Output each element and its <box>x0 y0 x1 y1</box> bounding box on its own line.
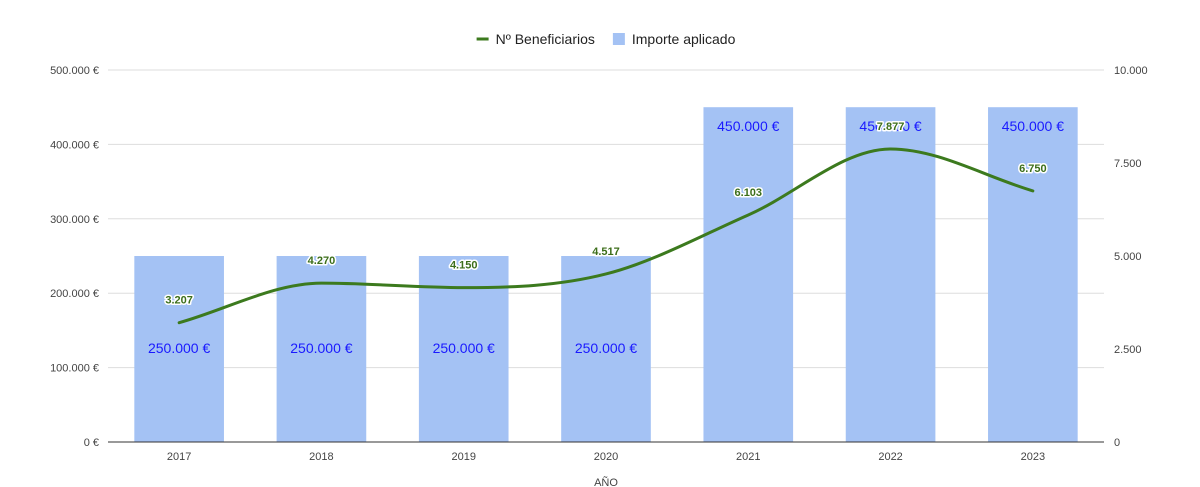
bar <box>988 107 1078 442</box>
bar-data-label: 250.000 € <box>148 340 210 356</box>
bar-data-label: 250.000 € <box>290 340 352 356</box>
left-tick-label: 500.000 € <box>50 65 99 77</box>
right-tick-label: 5.000 <box>1114 251 1142 263</box>
line-data-label: 4.517 <box>592 246 620 258</box>
line-data-label: 6.750 <box>1019 163 1047 175</box>
left-tick-label: 300.000 € <box>50 214 99 226</box>
x-tick-label: 2017 <box>167 451 191 463</box>
line-data-label: 4.270 <box>308 255 336 267</box>
bar <box>134 256 224 442</box>
x-axis-title: AÑO <box>594 476 618 487</box>
line-data-labels: 3.207 4.270 4.150 4.517 6.103 7.877 6.750 <box>164 119 1048 308</box>
left-tick-label: 400.000 € <box>50 139 99 151</box>
right-axis: 0 2.500 5.000 7.500 10.000 <box>1114 65 1148 449</box>
bar-data-label: 250.000 € <box>433 340 495 356</box>
gridlines <box>108 69 1104 369</box>
left-tick-label: 100.000 € <box>50 363 99 375</box>
legend-label: Nº Beneficiarios <box>496 31 595 47</box>
x-axis: 2017 2018 2019 2020 2021 2022 2023 <box>108 441 1104 463</box>
x-tick-label: 2022 <box>878 451 902 463</box>
left-tick-label: 0 € <box>84 437 99 449</box>
bar <box>561 256 651 442</box>
left-tick-label: 200.000 € <box>50 288 99 300</box>
legend-swatch <box>612 33 625 45</box>
line-data-label: 3.207 <box>165 295 193 307</box>
x-tick-label: 2018 <box>309 451 333 463</box>
bar <box>845 107 936 442</box>
line-data-label: 6.103 <box>735 187 763 199</box>
right-tick-label: 7.500 <box>1114 158 1142 170</box>
right-tick-label: 10.000 <box>1114 65 1148 77</box>
bar <box>703 107 794 442</box>
x-tick-label: 2021 <box>736 451 760 463</box>
bar-data-label: 450.000 € <box>859 118 921 134</box>
line-data-label: 7.877 <box>877 121 905 133</box>
legend: Nº Beneficiarios Importe aplicado <box>476 31 736 47</box>
bar-data-labels: 250.000 € 250.000 € 250.000 € 250.000 € 450.… <box>148 118 1064 356</box>
left-axis: 0 € 100.000 € 200.000 € 300.000 € 400.000 € 5… <box>50 65 99 449</box>
bar-data-label: 450.000 € <box>717 118 779 134</box>
line-series <box>177 147 1035 325</box>
right-tick-label: 2.500 <box>1114 344 1142 356</box>
x-tick-label: 2023 <box>1021 451 1045 463</box>
line-data-label: 4.150 <box>450 260 478 272</box>
line-path <box>177 147 1035 325</box>
bar-data-label: 450.000 € <box>1002 118 1064 134</box>
legend-label: Importe aplicado <box>632 31 736 47</box>
right-tick-label: 0 <box>1114 437 1120 449</box>
x-tick-label: 2019 <box>451 451 475 463</box>
x-tick-label: 2020 <box>594 451 618 463</box>
bar-data-label: 250.000 € <box>575 340 637 356</box>
